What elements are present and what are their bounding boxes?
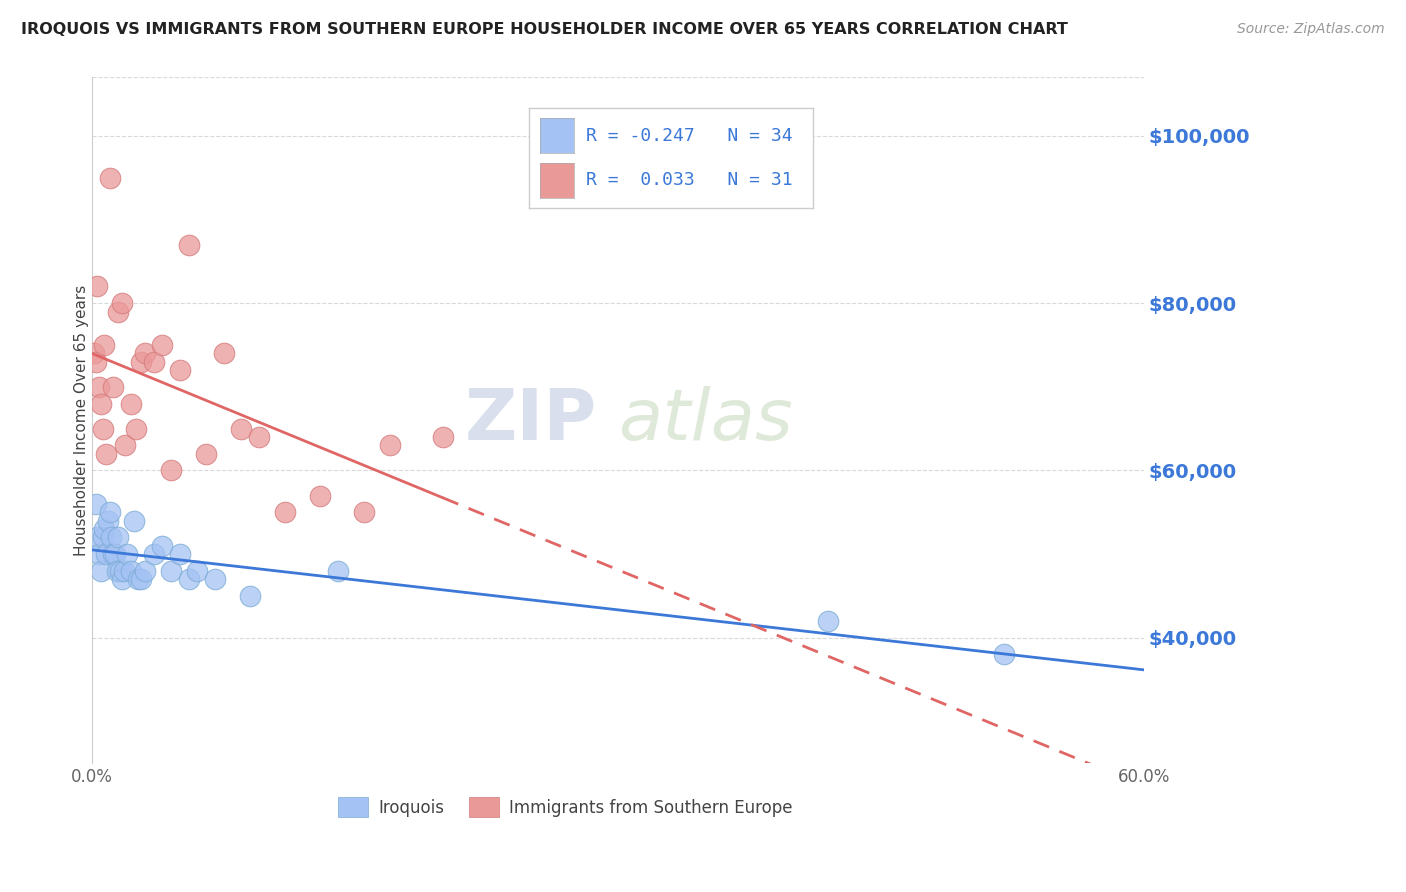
Point [186,564,208,578]
Point [120,564,142,578]
Text: ZIP: ZIP [465,385,598,455]
Point [125,422,148,436]
Point [309,489,332,503]
Point [115,547,138,561]
Point [86,530,108,544]
Point [142,547,165,561]
Point [96,547,118,561]
Point [93,338,115,352]
Point [150,338,173,352]
Point [93,522,115,536]
Point [142,355,165,369]
Point [90,396,112,410]
Point [91,530,114,544]
Point [160,564,183,578]
Point [817,614,839,628]
Point [231,422,253,436]
Point [169,547,191,561]
Point [247,430,270,444]
Point [103,547,125,561]
Text: Source: ZipAtlas.com: Source: ZipAtlas.com [1237,22,1385,37]
Point [96,447,118,461]
Point [98,170,121,185]
Point [326,564,349,578]
Point [204,572,226,586]
Point [177,572,200,586]
Point [114,438,136,452]
Point [239,589,262,603]
Point [104,547,127,561]
Point [107,304,129,318]
Point [98,505,121,519]
Point [380,438,402,452]
Point [91,422,114,436]
Point [127,572,149,586]
Point [89,380,111,394]
Point [353,505,375,519]
Point [195,447,218,461]
Text: IROQUOIS VS IMMIGRANTS FROM SOUTHERN EUROPE HOUSEHOLDER INCOME OVER 65 YEARS COR: IROQUOIS VS IMMIGRANTS FROM SOUTHERN EUR… [21,22,1069,37]
Legend: Iroquois, Immigrants from Southern Europe: Iroquois, Immigrants from Southern Europ… [332,791,800,823]
Point [122,514,145,528]
Point [89,547,111,561]
Point [110,564,132,578]
Point [134,564,156,578]
Point [100,530,122,544]
Point [105,564,128,578]
Point [129,355,152,369]
Point [86,279,108,293]
Point [84,355,107,369]
Point [107,530,129,544]
Point [150,539,173,553]
Point [169,363,191,377]
Point [129,572,152,586]
Point [111,572,134,586]
Point [97,514,120,528]
Point [84,497,107,511]
Point [134,346,156,360]
Point [103,380,125,394]
Point [83,346,105,360]
Point [160,463,183,477]
Text: atlas: atlas [619,385,793,455]
Point [432,430,454,444]
Point [120,396,142,410]
Y-axis label: Householder Income Over 65 years: Householder Income Over 65 years [73,285,89,556]
Point [177,237,200,252]
Point [90,564,112,578]
Point [212,346,235,360]
Point [112,564,135,578]
Point [274,505,297,519]
Point [993,648,1015,662]
Point [111,296,134,310]
